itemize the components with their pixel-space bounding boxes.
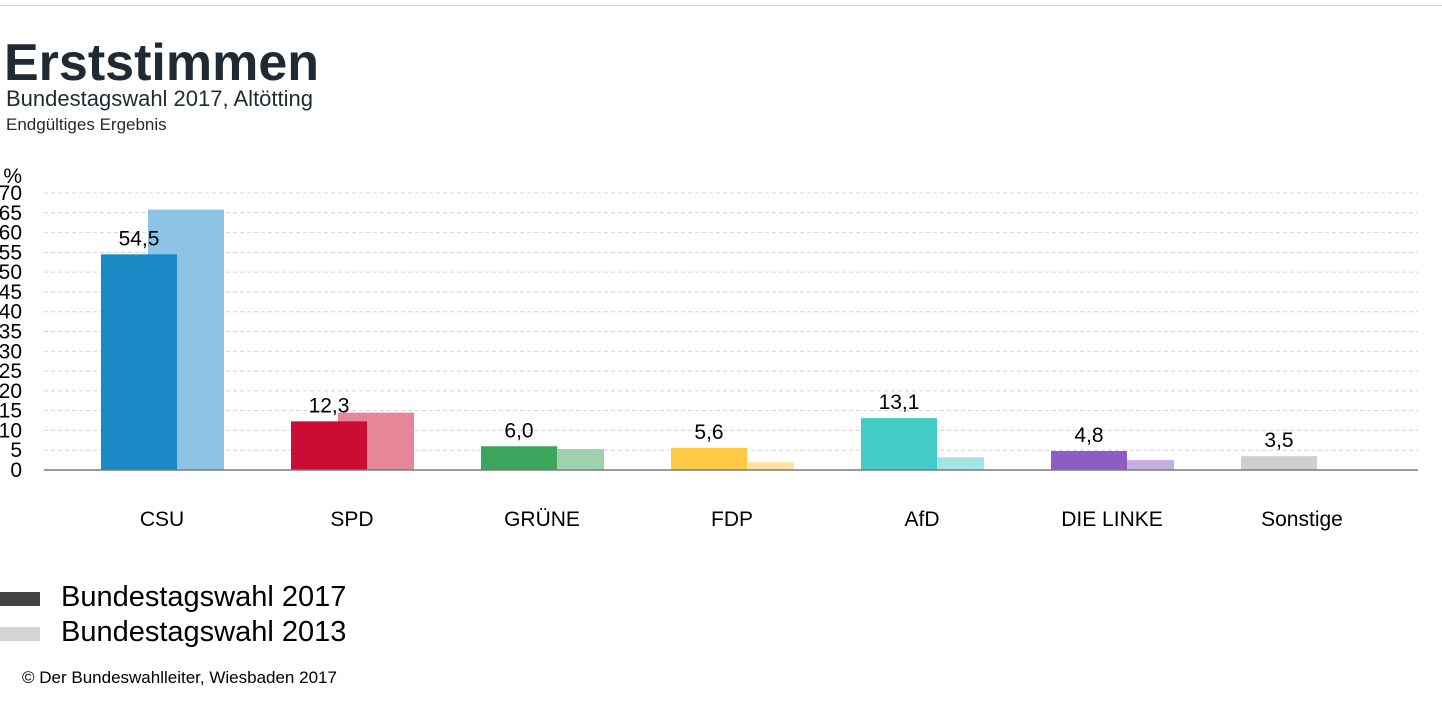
y-tick-label: 35 [0, 321, 22, 344]
legend-swatch-2013 [0, 627, 40, 641]
legend-swatch-2017 [0, 592, 40, 606]
x-axis: CSU SPD GRÜNE FDP AfD DIE LINKE Sonstige [44, 469, 1418, 531]
top-divider [0, 5, 1442, 6]
y-tick-label: 25 [0, 360, 22, 383]
bar-2017-grüne [481, 446, 557, 470]
bar-2017-die-linke [1051, 451, 1127, 470]
bar-2017-afd [861, 418, 937, 470]
x-category-label: GRÜNE [504, 508, 580, 531]
y-tick-label: 65 [0, 202, 22, 225]
legend-label-2013: Bundestagswahl 2013 [61, 616, 347, 648]
y-axis-unit-label: % [3, 165, 22, 188]
y-tick-label: 20 [0, 380, 22, 403]
data-label: 6,0 [504, 419, 533, 442]
x-category-label: DIE LINKE [1061, 508, 1163, 531]
data-label: 5,6 [694, 421, 723, 444]
y-tick-label: 10 [0, 419, 22, 442]
bar-2017-sonstige [1241, 456, 1317, 470]
data-label: 4,8 [1074, 424, 1103, 447]
x-category-label: CSU [140, 508, 184, 531]
gridlines [44, 192, 1418, 451]
bar-2017-fdp [671, 447, 747, 470]
x-category-label: AfD [904, 508, 939, 531]
y-tick-label: 55 [0, 241, 22, 264]
y-tick-label: 15 [0, 400, 22, 423]
data-label: 3,5 [1264, 429, 1293, 452]
x-category-label: FDP [711, 508, 753, 531]
bar-2017-csu [101, 254, 177, 470]
data-labels: 54,5 12,3 6,0 5,6 13,1 4,8 3,5 [119, 227, 1294, 452]
bars [101, 209, 1317, 470]
chart-subtitle: Bundestagswahl 2017, Altötting [6, 86, 314, 111]
y-tick-label: 60 [0, 222, 22, 245]
chart-title: Erststimmen [4, 34, 319, 92]
result-status: Endgültiges Ergebnis [6, 115, 167, 134]
y-tick-label: 70 [0, 182, 22, 205]
bar-2013-fdp [718, 462, 794, 470]
x-category-label: SPD [330, 508, 373, 531]
y-tick-label: 30 [0, 340, 22, 363]
y-tick-label: 40 [0, 301, 22, 324]
y-tick-label: 5 [10, 439, 22, 462]
bar-2013-die-linke [1098, 460, 1174, 470]
y-tick-label: 45 [0, 281, 22, 304]
x-category-label: Sonstige [1261, 508, 1343, 531]
data-label: 54,5 [119, 227, 160, 250]
copyright-footer: © Der Bundeswahlleiter, Wiesbaden 2017 [22, 668, 337, 687]
y-tick-label: 0 [10, 459, 22, 482]
data-label: 13,1 [879, 391, 920, 414]
y-tick-label: 50 [0, 261, 22, 284]
data-label: 12,3 [309, 394, 350, 417]
bar-2017-spd [291, 421, 367, 470]
legend-label-2017: Bundestagswahl 2017 [61, 581, 347, 613]
